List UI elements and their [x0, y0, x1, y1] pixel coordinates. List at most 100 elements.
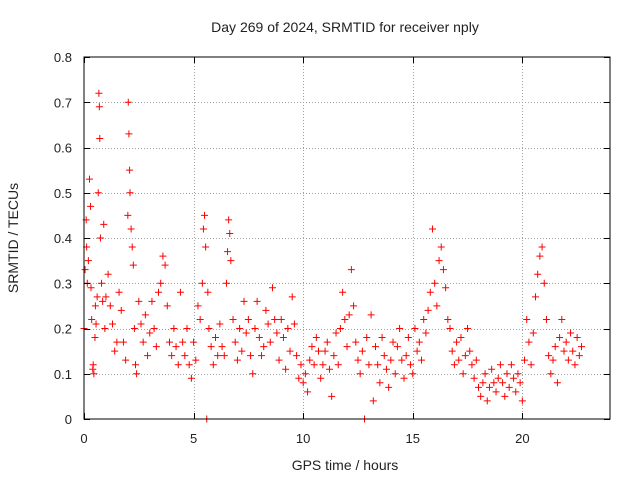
data-point-marker — [424, 306, 432, 314]
data-point-marker — [174, 361, 182, 369]
data-point-marker — [481, 370, 489, 378]
data-point-marker — [126, 189, 134, 197]
data-point-marker — [214, 352, 222, 360]
data-point-marker — [551, 343, 559, 351]
data-point-marker — [95, 89, 103, 97]
data-point-marker — [225, 216, 233, 224]
data-point-marker — [507, 361, 515, 369]
data-point-marker — [251, 325, 259, 332]
data-point-marker — [87, 284, 95, 292]
data-point-marker — [264, 320, 272, 328]
data-point-marker — [345, 311, 353, 319]
x-tick-label: 20 — [515, 431, 529, 446]
data-point-marker — [398, 356, 406, 364]
data-points — [80, 89, 586, 423]
data-point-marker — [312, 334, 320, 342]
data-point-marker — [95, 103, 103, 111]
data-point-marker — [439, 266, 447, 274]
data-point-marker — [91, 302, 99, 310]
data-point-marker — [409, 370, 417, 378]
data-point-marker — [575, 352, 583, 360]
data-point-marker — [233, 356, 241, 364]
data-point-marker — [518, 397, 526, 405]
data-point-marker — [98, 279, 106, 287]
data-point-marker — [411, 325, 419, 332]
data-point-marker — [242, 329, 250, 337]
data-point-marker — [317, 374, 325, 382]
data-point-marker — [284, 325, 292, 332]
data-point-marker — [413, 347, 421, 355]
data-point-marker — [376, 379, 384, 387]
data-point-marker — [391, 370, 399, 378]
data-point-marker — [229, 315, 237, 323]
data-point-marker — [227, 257, 235, 265]
data-point-marker — [433, 302, 441, 310]
data-point-marker — [418, 356, 426, 364]
data-point-marker — [536, 252, 544, 260]
data-point-marker — [299, 379, 307, 387]
data-point-marker — [155, 288, 163, 296]
data-point-marker — [279, 334, 287, 342]
data-point-marker — [382, 365, 390, 373]
data-point-marker — [290, 320, 298, 328]
data-point-marker — [306, 356, 314, 364]
data-point-marker — [273, 329, 281, 337]
data-point-marker — [146, 329, 154, 337]
data-point-marker — [247, 352, 255, 360]
data-point-marker — [547, 370, 555, 378]
data-point-marker — [218, 343, 226, 351]
data-point-marker — [288, 293, 296, 301]
data-point-marker — [393, 343, 401, 351]
data-point-marker — [89, 361, 97, 369]
y-tick-label: 0.1 — [54, 367, 72, 382]
data-point-marker — [378, 334, 386, 342]
data-point-marker — [260, 343, 268, 351]
data-point-marker — [94, 189, 102, 197]
data-point-marker — [477, 392, 485, 400]
y-tick-label: 0.6 — [54, 141, 72, 156]
data-point-marker — [124, 211, 132, 219]
data-point-marker — [350, 302, 358, 310]
data-point-marker — [132, 361, 140, 369]
data-point-marker — [503, 370, 511, 378]
data-point-marker — [165, 338, 173, 346]
y-tick-label: 0.5 — [54, 186, 72, 201]
data-point-marker — [514, 370, 522, 378]
data-point-marker — [101, 325, 109, 332]
data-point-marker — [113, 338, 121, 346]
data-point-marker — [571, 361, 579, 369]
data-point-marker — [567, 329, 575, 337]
data-point-marker — [255, 334, 263, 342]
data-point-marker — [226, 229, 234, 237]
data-point-marker — [455, 356, 463, 364]
data-point-marker — [442, 284, 450, 292]
data-point-marker — [236, 325, 244, 332]
x-tick-label: 0 — [80, 431, 87, 446]
data-point-marker — [196, 315, 204, 323]
y-tick-label: 0.3 — [54, 276, 72, 291]
data-point-marker — [516, 379, 524, 387]
data-point-marker — [354, 356, 362, 364]
data-point-marker — [459, 370, 467, 378]
data-point-marker — [81, 266, 89, 274]
data-point-marker — [88, 315, 96, 323]
data-point-marker — [238, 347, 246, 355]
data-point-marker — [549, 356, 557, 364]
data-point-marker — [201, 211, 209, 219]
data-point-marker — [85, 175, 93, 183]
data-point-marker — [168, 352, 176, 360]
y-tick-label: 0.4 — [54, 231, 72, 246]
data-point-marker — [315, 347, 323, 355]
x-axis-title: GPS time / hours — [292, 457, 399, 473]
data-point-marker — [488, 365, 496, 373]
data-point-marker — [448, 347, 456, 355]
data-point-marker — [453, 338, 461, 346]
data-point-marker — [396, 325, 404, 332]
data-point-marker — [133, 370, 141, 378]
data-point-marker — [389, 338, 397, 346]
data-point-marker — [102, 293, 110, 301]
data-point-marker — [148, 297, 156, 305]
data-point-marker — [505, 383, 513, 391]
data-point-marker — [297, 361, 305, 369]
